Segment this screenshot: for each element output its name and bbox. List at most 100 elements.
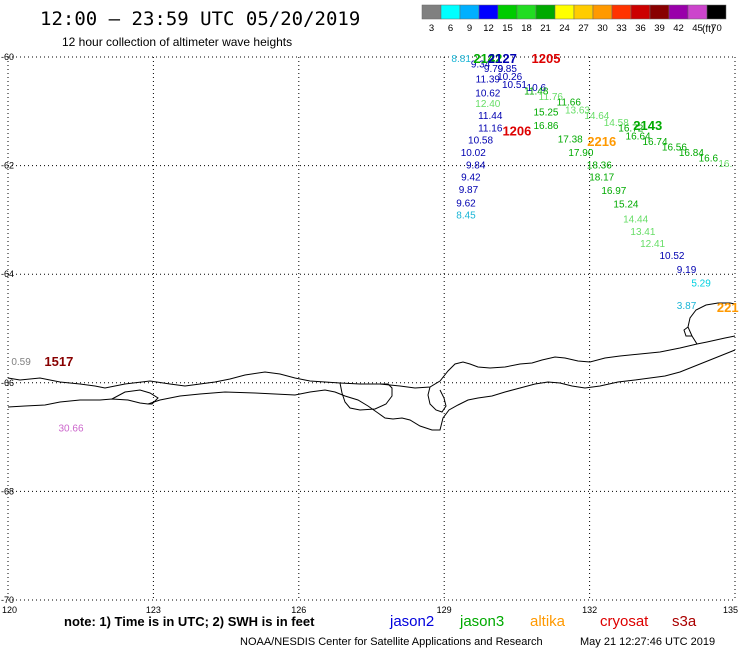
satellite-legend: jason2 jason3 altika cryosat s3a (389, 613, 697, 630)
satellite-name: altika (530, 613, 566, 630)
scale-tick-label: 12 (483, 23, 494, 34)
pass-time-label: 2127 (488, 51, 517, 66)
footer-timestamp: May 21 12:27:46 UTC 2019 (580, 636, 715, 648)
wave-height-value: 16.74 (643, 137, 668, 148)
map-subtitle: 12 hour collection of altimeter wave hei… (62, 35, 292, 49)
wave-height-value: 8.45 (456, 210, 476, 221)
wave-height-value: 10.58 (468, 136, 493, 147)
scale-swatch (630, 4, 651, 20)
wave-height-value: 0.59 (11, 357, 31, 368)
scale-tick-label: 30 (597, 23, 608, 34)
scale-swatch (535, 4, 556, 20)
wave-height-value: 9.87 (459, 185, 479, 196)
lat-lon-grid (7, 56, 736, 601)
wave-height-value: 16.6 (699, 153, 719, 164)
wave-height-value: 8.81 (451, 54, 471, 65)
pass-time-label: 1205 (532, 51, 561, 66)
scale-tick-label: 15 (502, 23, 513, 34)
lon-tick-label: 132 (582, 605, 597, 615)
scale-swatch (516, 4, 537, 20)
wave-height-value: 10.26 (497, 72, 522, 83)
scale-tick-label: 39 (654, 23, 665, 34)
wave-height-value: 10.02 (461, 148, 486, 159)
wave-height-value: 14.44 (623, 214, 648, 225)
scale-swatch (554, 4, 575, 20)
scale-tick-label: 18 (521, 23, 532, 34)
lat-tick-label: -66 (1, 378, 14, 388)
coastline-main (7, 335, 736, 389)
wave-height-value: 11.16 (478, 124, 503, 135)
axis-tick-labels: 120 123 126 129 132 135 -60 -62 -64 -66 -68 -70 (1, 52, 738, 615)
scale-tick-label: 3 (429, 23, 434, 34)
scale-swatch (459, 4, 480, 20)
lat-tick-label: -60 (1, 52, 14, 62)
coastline-ice-shelf (7, 349, 736, 431)
scale-swatch (687, 4, 708, 20)
footer-credit: NOAA/NESDIS Center for Satellite Applica… (240, 636, 543, 648)
wave-height-value: 16.84 (679, 148, 704, 159)
lat-tick-label: -70 (1, 595, 14, 605)
pass-time-label: 1206 (502, 123, 531, 138)
coastline-island-east (687, 302, 736, 345)
wave-height-value: 14.58 (604, 118, 629, 129)
wave-height-color-scale: 3 6 9 12 15 18 21 24 27 30 33 36 39 42 45 70 (421, 4, 727, 34)
wave-height-value: 9.34 (471, 60, 491, 71)
wave-height-value: 16. (718, 159, 732, 170)
satellite-name: s3a (672, 613, 697, 630)
wave-height-value: 9.42 (461, 172, 481, 183)
wave-height-value: 15.24 (613, 200, 638, 211)
scale-swatch (478, 4, 499, 20)
wave-height-value: 3.87 (677, 301, 697, 312)
wave-height-value: 10.62 (475, 88, 500, 99)
wave-height-value: 16.86 (533, 121, 558, 132)
scale-tick-label: 70 (711, 23, 722, 34)
coastline-bay (427, 386, 447, 413)
wave-height-value: 13.41 (630, 227, 655, 238)
wave-height-value: 12.40 (475, 99, 500, 110)
pass-time-label: 2142 (473, 51, 502, 66)
wave-height-value: 18.17 (589, 172, 614, 183)
wave-height-value: 10.51 (502, 80, 527, 91)
wave-height-value: 9.62 (456, 199, 476, 210)
footer-note: note: 1) Time is in UTC; 2) SWH is in fe… (64, 614, 315, 629)
wave-height-value: 10.52 (659, 251, 684, 262)
wave-height-value: 17.38 (558, 134, 583, 145)
scale-swatch (706, 4, 727, 20)
lon-tick-label: 120 (2, 605, 17, 615)
scale-tick-label: 24 (559, 23, 570, 34)
antarctic-coastline (7, 302, 736, 431)
wave-height-value: 16.56 (662, 143, 687, 154)
scale-swatch (573, 4, 594, 20)
scale-tick-label: 45 (692, 23, 703, 34)
wave-height-value: 10.6 (527, 83, 547, 94)
scale-tick-label: 21 (540, 23, 551, 34)
lon-tick-label: 126 (291, 605, 306, 615)
lat-tick-label: -62 (1, 161, 14, 171)
scale-swatch (592, 4, 613, 20)
scale-tick-label: 36 (635, 23, 646, 34)
wave-height-value: 16.97 (601, 186, 626, 197)
wave-height-value: 9.85 (497, 64, 517, 75)
wave-height-value: 13.63 (565, 106, 590, 117)
wave-height-value: 11.39 (476, 75, 501, 86)
scale-swatch (649, 4, 670, 20)
satellite-name: jason3 (459, 613, 504, 630)
scale-swatch (668, 4, 689, 20)
wave-height-value: 9.84 (466, 161, 486, 172)
wave-height-value: 9.19 (677, 265, 697, 276)
scale-tick-label: 27 (578, 23, 589, 34)
pass-time-label: 2216 (587, 134, 616, 149)
coastline-inlet (111, 389, 159, 405)
wave-height-value: 12.41 (640, 239, 665, 250)
pass-time-label: 1517 (44, 354, 73, 369)
wave-height-value: 16.64 (626, 132, 651, 143)
wave-height-value: 9.79 (484, 64, 504, 75)
scale-tick-label: 9 (467, 23, 472, 34)
scale-tick-label: 42 (673, 23, 684, 34)
wave-height-value: 16.72 (618, 124, 643, 135)
wave-height-value: 5.29 (691, 278, 711, 289)
scale-swatch (421, 4, 442, 20)
satellite-name: cryosat (600, 613, 649, 630)
